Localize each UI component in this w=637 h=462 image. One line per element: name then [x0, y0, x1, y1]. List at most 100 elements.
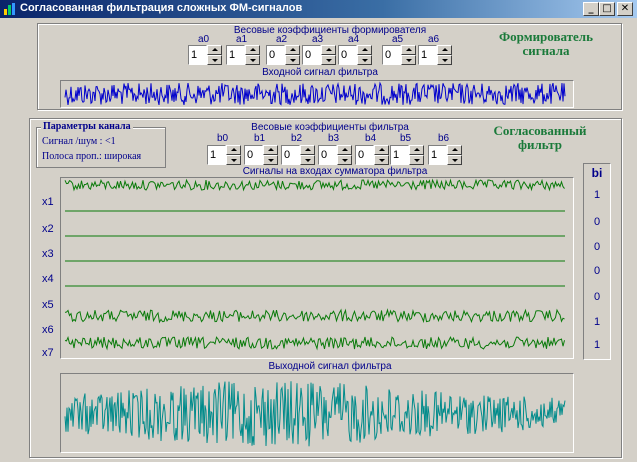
- spin-down-icon[interactable]: [337, 155, 352, 165]
- bi-header: bi: [591, 166, 603, 180]
- coef-spinner-b2[interactable]: 0: [281, 145, 315, 165]
- coef-input-a5[interactable]: 0: [382, 45, 401, 65]
- bi-panel: [583, 163, 611, 360]
- spin-down-icon[interactable]: [401, 55, 416, 65]
- coef-input-b2[interactable]: 0: [281, 145, 300, 165]
- coef-input-a4[interactable]: 0: [338, 45, 357, 65]
- bi-value: 0: [593, 216, 601, 228]
- spin-down-icon[interactable]: [263, 155, 278, 165]
- coef-spinner-b0[interactable]: 1: [207, 145, 241, 165]
- a-label-a4: a4: [348, 34, 360, 45]
- coef-input-a0[interactable]: 1: [188, 45, 207, 65]
- spin-down-icon[interactable]: [207, 55, 222, 65]
- coef-input-a6[interactable]: 1: [418, 45, 437, 65]
- spin-up-icon[interactable]: [285, 45, 300, 55]
- b-label-b4: b4: [365, 133, 377, 144]
- spin-down-icon[interactable]: [357, 55, 372, 65]
- adder-input-label-x1: x1: [42, 196, 54, 208]
- filter-title-line2: фильтр: [518, 137, 562, 152]
- coef-spinner-a2[interactable]: 0: [266, 45, 300, 65]
- coef-spinner-a0[interactable]: 1: [188, 45, 222, 65]
- filter-panel: [29, 118, 622, 458]
- spin-up-icon[interactable]: [437, 45, 452, 55]
- b-label-b1: b1: [254, 133, 266, 144]
- spin-up-icon[interactable]: [263, 145, 278, 155]
- adder-input-line-x6: [64, 308, 565, 324]
- coef-input-b0[interactable]: 1: [207, 145, 226, 165]
- filter-weights-label: Весовые коэффициенты фильтра: [251, 122, 409, 133]
- b-label-b2: b2: [291, 133, 303, 144]
- adder-input-traces: [64, 178, 565, 351]
- spin-down-icon[interactable]: [285, 55, 300, 65]
- a-label-a0: a0: [198, 34, 210, 45]
- bi-value: 1: [593, 339, 601, 351]
- spin-up-icon[interactable]: [357, 45, 372, 55]
- spin-up-icon[interactable]: [226, 145, 241, 155]
- spin-up-icon[interactable]: [337, 145, 352, 155]
- spin-down-icon[interactable]: [374, 155, 389, 165]
- shaper-weights-label: Весовые коэффициенты формирователя: [233, 25, 427, 36]
- coef-input-b3[interactable]: 0: [318, 145, 337, 165]
- band-label: Полоса проп.: широкая: [42, 151, 142, 162]
- close-button[interactable]: ✕: [617, 2, 633, 16]
- adder-inputs-plot: [60, 177, 574, 359]
- b-label-b6: b6: [438, 133, 450, 144]
- spin-down-icon[interactable]: [437, 55, 452, 65]
- app-icon: [3, 2, 17, 16]
- a-label-a3: a3: [312, 34, 324, 45]
- coef-spinner-b1[interactable]: 0: [244, 145, 278, 165]
- coef-input-a2[interactable]: 0: [266, 45, 285, 65]
- coef-spinner-a3[interactable]: 0: [302, 45, 336, 65]
- filter-title-line1: Согласованный: [493, 123, 587, 138]
- spin-up-icon[interactable]: [245, 45, 260, 55]
- spin-up-icon[interactable]: [300, 145, 315, 155]
- spin-down-icon[interactable]: [409, 155, 424, 165]
- shaper-title-line1: Формирователь: [499, 29, 593, 44]
- coef-spinner-b6[interactable]: 1: [428, 145, 462, 165]
- spin-down-icon[interactable]: [300, 155, 315, 165]
- bi-value: 1: [593, 189, 601, 201]
- minimize-icon: _: [588, 3, 594, 14]
- spin-down-icon[interactable]: [245, 55, 260, 65]
- coef-input-b4[interactable]: 0: [355, 145, 374, 165]
- spin-down-icon[interactable]: [447, 155, 462, 165]
- a-label-a2: a2: [276, 34, 288, 45]
- filter-title: Согласованный фильтр: [470, 124, 610, 152]
- output-signal-line: [64, 381, 566, 447]
- coef-spinner-a1[interactable]: 1: [226, 45, 260, 65]
- coef-spinner-a6[interactable]: 1: [418, 45, 452, 65]
- spin-up-icon[interactable]: [374, 145, 389, 155]
- spin-up-icon[interactable]: [207, 45, 222, 55]
- bi-value: 1: [593, 316, 601, 328]
- b-label-b3: b3: [328, 133, 340, 144]
- b-label-b5: b5: [400, 133, 412, 144]
- maximize-icon: □: [602, 3, 612, 14]
- coef-spinner-b4[interactable]: 0: [355, 145, 389, 165]
- coef-spinner-a4[interactable]: 0: [338, 45, 372, 65]
- coef-spinner-a5[interactable]: 0: [382, 45, 416, 65]
- spin-up-icon[interactable]: [447, 145, 462, 155]
- coef-input-b5[interactable]: 1: [390, 145, 409, 165]
- adder-input-label-x3: x3: [42, 248, 54, 260]
- spin-down-icon[interactable]: [226, 155, 241, 165]
- spin-up-icon[interactable]: [409, 145, 424, 155]
- coef-input-a3[interactable]: 0: [302, 45, 321, 65]
- maximize-button[interactable]: □: [599, 2, 615, 16]
- adder-input-label-x7: x7: [42, 347, 54, 359]
- minimize-button[interactable]: _: [583, 2, 599, 16]
- spin-down-icon[interactable]: [321, 55, 336, 65]
- input-signal-line: [64, 81, 566, 106]
- spin-up-icon[interactable]: [321, 45, 336, 55]
- coef-input-a1[interactable]: 1: [226, 45, 245, 65]
- coef-spinner-b3[interactable]: 0: [318, 145, 352, 165]
- spin-up-icon[interactable]: [401, 45, 416, 55]
- coef-input-b6[interactable]: 1: [428, 145, 447, 165]
- adder-inputs-label: Сигналы на входах сумматора фильтра: [242, 166, 428, 177]
- input-signal-trace: [64, 81, 566, 106]
- bi-value: 0: [593, 265, 601, 277]
- adder-input-label-x5: x5: [42, 299, 54, 311]
- output-signal-label: Выходной сигнал фильтра: [268, 361, 392, 372]
- coef-input-b1[interactable]: 0: [244, 145, 263, 165]
- coef-spinner-b5[interactable]: 1: [390, 145, 424, 165]
- adder-input-line-x7: [64, 335, 565, 351]
